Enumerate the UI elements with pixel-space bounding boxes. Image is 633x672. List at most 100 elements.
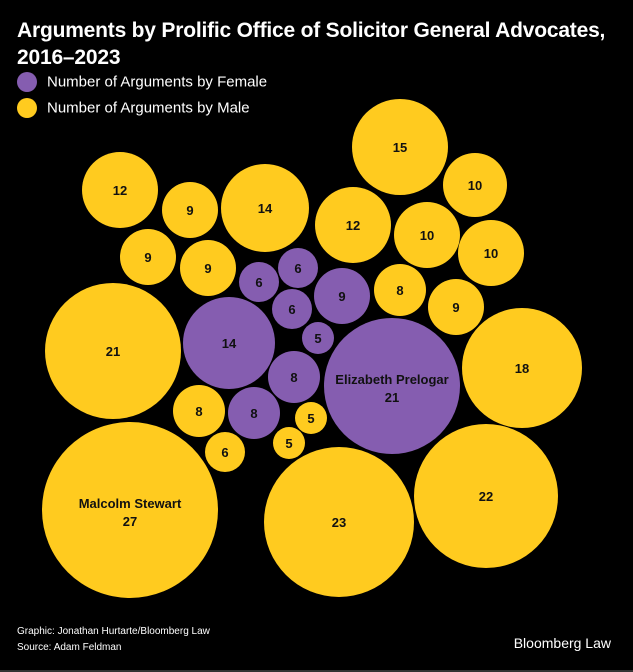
graphic-credit: Graphic: Jonathan Hurtarte/Bloomberg Law (17, 626, 210, 637)
bubble-value-label: 8 (290, 370, 297, 385)
bubble-value-label: 23 (332, 515, 346, 530)
chart-title: Arguments by Prolific Office of Solicito… (17, 19, 606, 69)
bubble-male: Malcolm Stewart 27 (42, 422, 218, 598)
bubble-male: 8 (374, 264, 426, 316)
bubble-female: 8 (228, 387, 280, 439)
bubble-circle (239, 262, 279, 302)
bubble-female: 9 (314, 268, 370, 324)
bubble-name-label: Malcolm Stewart (79, 496, 182, 511)
bubble-male: 9 (180, 240, 236, 296)
bubble-circle (428, 279, 484, 335)
bubble-circle (462, 308, 582, 428)
bubble-value-label: 5 (285, 436, 292, 451)
bubble-circle (352, 99, 448, 195)
bubble-value-label: 15 (393, 140, 407, 155)
bubble-male: 10 (443, 153, 507, 217)
legend-item-male: Number of Arguments by Male (17, 98, 250, 118)
bubble-value-label: 6 (288, 302, 295, 317)
bubble-value-label: 9 (204, 261, 211, 276)
bubble-female: 8 (268, 351, 320, 403)
bubble-value-label: 22 (479, 489, 493, 504)
bubble-male: 8 (173, 385, 225, 437)
bubble-circle (324, 318, 460, 454)
bubble-female: 6 (278, 248, 318, 288)
bubble-male: 22 (414, 424, 558, 568)
bubble-female: 14 (183, 297, 275, 389)
bubble-circle (302, 322, 334, 354)
bubble-male: 9 (162, 182, 218, 238)
bubble-name-label: Elizabeth Prelogar (335, 372, 448, 387)
legend-item-female: Number of Arguments by Female (17, 72, 267, 92)
bubble-male: 12 (315, 187, 391, 263)
male-swatch (17, 98, 37, 118)
female-swatch (17, 72, 37, 92)
bubble-circle (414, 424, 558, 568)
bubble-value-label: 6 (221, 445, 228, 460)
bubble-value-label: 8 (396, 283, 403, 298)
bubble-value-label: 9 (338, 289, 345, 304)
bubble-value-label: 10 (420, 228, 434, 243)
bubble-circle (120, 229, 176, 285)
bubble-male: 21 (45, 283, 181, 419)
bubble-male: 10 (394, 202, 460, 268)
bubble-value-label: 14 (222, 336, 237, 351)
bubble-value-label: 8 (195, 404, 202, 419)
bubble-circle (272, 289, 312, 329)
bubble-circle (278, 248, 318, 288)
bubble-circle (162, 182, 218, 238)
bubble-female: Elizabeth Prelogar 21 (324, 318, 460, 454)
divider (0, 670, 633, 672)
bubble-value-label: 18 (515, 361, 529, 376)
bubble-circle (45, 283, 181, 419)
bubble-value-label: 9 (144, 250, 151, 265)
bubble-value-label: 21 (385, 390, 399, 405)
bubble-value-label: 12 (113, 183, 127, 198)
bubble-value-label: 21 (106, 344, 120, 359)
bubble-male: 12 (82, 152, 158, 228)
bubble-value-label: 27 (123, 514, 137, 529)
bubble-circle (273, 427, 305, 459)
bloomberg-law-logo: Bloomberg Law (513, 635, 611, 651)
bubble-male: 9 (428, 279, 484, 335)
bubble-male: 15 (352, 99, 448, 195)
bubble-circle (173, 385, 225, 437)
bubble-value-label: 12 (346, 218, 360, 233)
bubble-circle (264, 447, 414, 597)
bubble-value-label: 9 (452, 300, 459, 315)
bubble-male: 14 (221, 164, 309, 252)
bubble-circle (295, 402, 327, 434)
bubble-circle (374, 264, 426, 316)
bubble-value-label: 6 (294, 261, 301, 276)
bubble-value-label: 10 (468, 178, 482, 193)
legend-label-female: Number of Arguments by Female (47, 73, 268, 91)
bubble-circle (458, 220, 524, 286)
bubble-value-label: 5 (307, 411, 314, 426)
bubble-circle (221, 164, 309, 252)
bubble-circle (314, 268, 370, 324)
bubble-circle (183, 297, 275, 389)
source-credit: Source: Adam Feldman (17, 642, 122, 653)
bubble-circle (443, 153, 507, 217)
bubble-female: 6 (239, 262, 279, 302)
bubble-male: 10 (458, 220, 524, 286)
bubble-female: 5 (302, 322, 334, 354)
bubble-circle (315, 187, 391, 263)
bubble-circle (180, 240, 236, 296)
bubble-circle (42, 422, 218, 598)
bubble-male: 9 (120, 229, 176, 285)
bubble-circle (268, 351, 320, 403)
bubble-value-label: 10 (484, 246, 498, 261)
bubble-value-label: 14 (258, 201, 273, 216)
bubble-circle (205, 432, 245, 472)
bubble-male: 23 (264, 447, 414, 597)
bubble-circle (228, 387, 280, 439)
bubble-male: 18 (462, 308, 582, 428)
bubble-male: 6 (205, 432, 245, 472)
bubble-value-label: 9 (186, 203, 193, 218)
legend-label-male: Number of Arguments by Male (47, 99, 250, 117)
bubble-female: 6 (272, 289, 312, 329)
bubble-value-label: 6 (255, 275, 262, 290)
bubble-value-label: 5 (314, 331, 321, 346)
bubble-value-label: 8 (250, 406, 257, 421)
